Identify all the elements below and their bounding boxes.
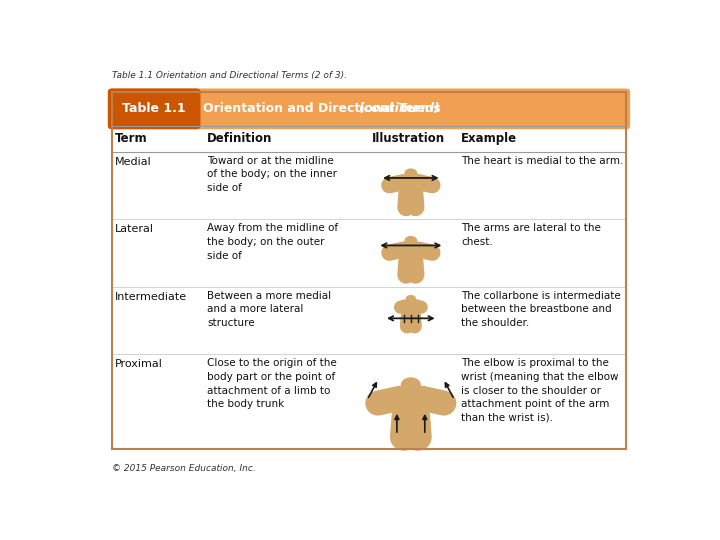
Text: Between a more medial
and a more lateral
structure: Between a more medial and a more lateral… [207, 291, 331, 328]
FancyBboxPatch shape [108, 89, 200, 129]
Text: Proximal: Proximal [115, 359, 163, 369]
Text: Intermediate: Intermediate [115, 292, 187, 302]
Text: Toward or at the midline
of the body; on the inner
side of: Toward or at the midline of the body; on… [207, 156, 337, 193]
FancyBboxPatch shape [398, 391, 423, 417]
Text: The collarbone is intermediate
between the breastbone and
the shoulder.: The collarbone is intermediate between t… [461, 291, 621, 328]
Text: Table 1.1: Table 1.1 [122, 103, 186, 116]
FancyBboxPatch shape [402, 245, 420, 262]
FancyBboxPatch shape [403, 301, 418, 316]
Text: Medial: Medial [115, 157, 152, 167]
FancyBboxPatch shape [108, 89, 630, 129]
Text: The heart is medial to the arm.: The heart is medial to the arm. [461, 156, 624, 166]
Text: Close to the origin of the
body part or the point of
attachment of a limb to
the: Close to the origin of the body part or … [207, 359, 337, 409]
Text: © 2015 Pearson Education, Inc.: © 2015 Pearson Education, Inc. [112, 464, 256, 473]
Text: Example: Example [461, 132, 517, 145]
Text: Term: Term [115, 132, 148, 145]
Text: Definition: Definition [207, 132, 273, 145]
FancyBboxPatch shape [402, 177, 420, 195]
Text: Table 1.1 Orientation and Directional Terms (2 of 3).: Table 1.1 Orientation and Directional Te… [112, 71, 347, 80]
Text: The elbow is proximal to the
wrist (meaning that the elbow
is closer to the shou: The elbow is proximal to the wrist (mean… [461, 359, 618, 423]
Circle shape [401, 377, 421, 392]
Text: Illustration: Illustration [372, 132, 445, 145]
Circle shape [405, 236, 418, 246]
Circle shape [405, 168, 418, 178]
Text: Away from the midline of
the body; on the outer
side of: Away from the midline of the body; on th… [207, 224, 338, 260]
Text: (continued): (continued) [358, 103, 440, 116]
Text: Lateral: Lateral [115, 224, 154, 234]
Circle shape [405, 295, 416, 303]
Text: The arms are lateral to the
chest.: The arms are lateral to the chest. [461, 224, 601, 247]
Text: Orientation and Directional Terms: Orientation and Directional Terms [203, 103, 445, 116]
